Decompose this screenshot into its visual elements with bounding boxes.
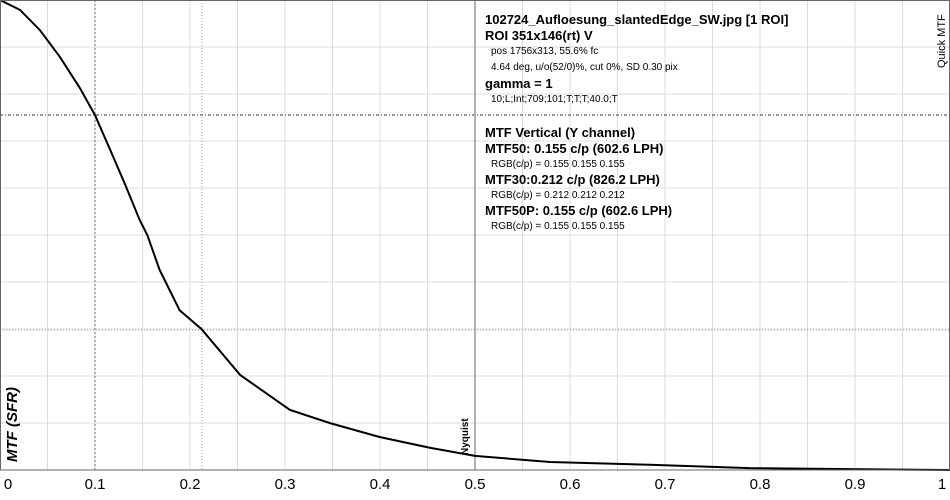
mtf30-result: MTF30:0.212 c/p (826.2 LPH) <box>485 172 660 187</box>
x-tick-label: 0.3 <box>274 476 296 493</box>
x-tick-label: 0 <box>3 476 13 493</box>
x-tick-label: 0.2 <box>179 476 201 493</box>
x-tick-label: 1 <box>937 476 947 493</box>
mtf50p-result: MTF50P: 0.155 c/p (602.6 LPH) <box>485 203 673 218</box>
x-tick-label: 0.1 <box>84 476 106 493</box>
mtf50-rgb: RGB(c/p) = 0.155 0.155 0.155 <box>491 159 625 170</box>
file-title: 102724_Aufloesung_slantedEdge_SW.jpg [1 … <box>485 12 789 27</box>
x-tick-label: 0.5 <box>464 476 486 493</box>
x-tick-label: 0.8 <box>749 476 771 493</box>
x-tick-label: 0.7 <box>654 476 676 493</box>
nyquist-label: Nyquist <box>460 418 471 455</box>
gamma-info: gamma = 1 <box>485 76 553 91</box>
mtf30-rgb: RGB(c/p) = 0.212 0.212 0.212 <box>491 190 625 201</box>
quick-mtf-label: Quick MTF <box>936 14 948 68</box>
x-tick-label: 0.9 <box>844 476 866 493</box>
mtf50p-rgb: RGB(c/p) = 0.155 0.155 0.155 <box>491 221 625 232</box>
edge-params: 4.64 deg, u/o(52/0)%, cut 0%, SD 0.30 pi… <box>491 62 678 73</box>
settings-info: 10;L;Int;709;101;T;T;T;40.0;T <box>491 94 618 105</box>
results-title: MTF Vertical (Y channel) <box>485 125 636 140</box>
mtf50-result: MTF50: 0.155 c/p (602.6 LPH) <box>485 141 664 156</box>
roi-info: ROI 351x146(rt) V <box>485 28 593 43</box>
mtf-curve <box>0 0 950 471</box>
x-tick-label: 0.4 <box>369 476 391 493</box>
x-tick-label: 0.6 <box>559 476 581 493</box>
info-panel: 102724_Aufloesung_slantedEdge_SW.jpg [1 … <box>485 12 788 234</box>
y-axis-label: MTF (SFR) <box>4 387 21 462</box>
pos-info: pos 1756x313, 55.6% fc <box>491 46 599 57</box>
